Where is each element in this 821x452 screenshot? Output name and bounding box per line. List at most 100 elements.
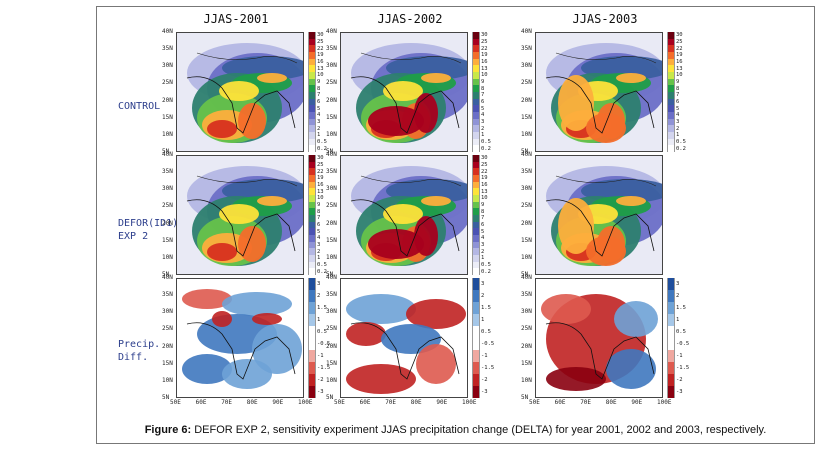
colorbar-label: 0.5	[676, 139, 686, 145]
precip-field-contour	[207, 120, 237, 138]
coastline	[186, 76, 296, 134]
colorbar-label: 25	[676, 39, 683, 45]
diff-field-contour	[212, 311, 232, 327]
colorbar-segment	[667, 72, 675, 79]
coastline	[545, 76, 655, 134]
lon-tick-label: 80E	[605, 399, 617, 406]
colorbar-label: 1	[676, 317, 680, 323]
colorbar-segment	[308, 181, 316, 189]
colorbar-label: 13	[317, 65, 324, 72]
colorbar-segment	[667, 118, 675, 126]
precip-field-contour	[257, 73, 287, 83]
lon-tick-label: 100E	[462, 399, 477, 406]
colorbar-segment	[308, 105, 316, 112]
colorbar-label: 1	[317, 255, 321, 262]
colorbar-segment	[472, 362, 480, 374]
colorbar-segment	[308, 201, 316, 209]
lat-tick-label: 15N	[162, 236, 173, 244]
colorbar-label: 30	[317, 155, 324, 162]
colorbar-segment	[472, 98, 480, 106]
lat-tick-label: 25N	[521, 325, 532, 333]
colorbar-segment	[472, 326, 480, 338]
colorbar-label: 2	[317, 125, 321, 132]
lat-tick-label: 40N	[162, 274, 173, 281]
map-panel-row0-col2	[535, 32, 663, 152]
lon-tick-label: 90E	[436, 399, 448, 406]
colorbar-label: -3	[481, 389, 488, 395]
precip-field-contour	[219, 204, 259, 224]
row-label-defor: DEFOR(ID1) EXP 2	[118, 218, 179, 242]
colorbar-segment	[667, 85, 675, 92]
colorbar-segment	[667, 65, 675, 72]
colorbar-segment	[308, 175, 316, 182]
colorbar-label: 25	[481, 39, 488, 45]
column-title-2002: JJAS-2002	[377, 12, 443, 26]
lat-tick-label: 5N	[162, 148, 170, 155]
colorbar-label: 25	[481, 162, 488, 168]
colorbar-segment	[472, 175, 480, 182]
colorbar-label: 10	[481, 72, 488, 79]
colorbar-segment	[308, 350, 316, 362]
colorbar-segment	[308, 386, 316, 398]
lat-tick-label: 40N	[326, 151, 337, 158]
colorbar-label: 3	[676, 119, 680, 125]
colorbar-label: -1	[676, 353, 683, 359]
lat-tick-label: 20N	[326, 342, 337, 350]
colorbar-label: 3	[317, 281, 321, 287]
colorbar-segment	[308, 338, 316, 350]
colorbar-label: 5	[481, 228, 485, 235]
map-svg	[177, 33, 303, 151]
country-border	[555, 52, 657, 64]
lat-tick-label: 20N	[521, 342, 532, 350]
colorbar-segment	[308, 195, 316, 202]
colorbar-segment	[308, 112, 316, 119]
colorbar-label: 1	[676, 132, 680, 139]
colorbar-label: -3	[317, 389, 324, 395]
map-svg	[177, 279, 303, 397]
colorbar-segment	[472, 105, 480, 112]
lat-tick-label: 40N	[162, 151, 173, 158]
colorbar-segment	[308, 168, 316, 175]
colorbar-segment	[308, 85, 316, 92]
precip-field-contour	[368, 229, 424, 259]
lat-tick-label: 5N	[521, 271, 529, 278]
colorbar-segment	[308, 221, 316, 229]
map-svg	[341, 279, 467, 397]
lat-tick-label: 30N	[521, 62, 532, 70]
lat-tick-label: 35N	[162, 291, 173, 299]
colorbar-segment	[472, 161, 480, 169]
lat-tick-label: 5N	[326, 271, 334, 278]
lat-tick-label: 40N	[521, 28, 532, 35]
colorbar-segment	[472, 338, 480, 350]
colorbar-label: 30	[317, 32, 324, 39]
colorbar-segment	[472, 181, 480, 189]
colorbar-label: 25	[317, 162, 324, 168]
lat-tick-label: 25N	[326, 325, 337, 333]
lon-tick-label: 80E	[410, 399, 422, 406]
precip-field-contour	[414, 93, 438, 133]
lon-tick-label: 50E	[170, 399, 181, 406]
colorbar-label: 0.5	[317, 139, 327, 145]
lat-tick-label: 10N	[162, 130, 173, 138]
lon-tick-label: 50E	[334, 399, 345, 406]
colorbar-segment	[472, 221, 480, 229]
lon-tick-label: 70E	[221, 399, 233, 406]
colorbar-segment	[472, 45, 480, 52]
map-panel-row2-col1	[340, 278, 468, 398]
colorbar-segment	[308, 302, 316, 314]
colorbar-label: 30	[676, 32, 683, 39]
lat-tick-label: 10N	[521, 130, 532, 138]
colorbar-segment	[472, 85, 480, 92]
lat-tick-label: 15N	[521, 359, 532, 367]
colorbar-label: 3	[317, 119, 321, 125]
colorbar-segment	[667, 302, 675, 314]
colorbar-label: 4	[676, 112, 680, 119]
colorbar-segment	[472, 241, 480, 249]
colorbar-segment	[472, 118, 480, 126]
colorbar-label: 3	[317, 242, 321, 248]
colorbar-label: 16	[317, 182, 324, 188]
colorbar-segment	[308, 32, 316, 39]
lon-tick-label: 60E	[359, 399, 371, 406]
colorbar-segment	[472, 235, 480, 242]
colorbar-label: -0.5	[676, 341, 690, 347]
